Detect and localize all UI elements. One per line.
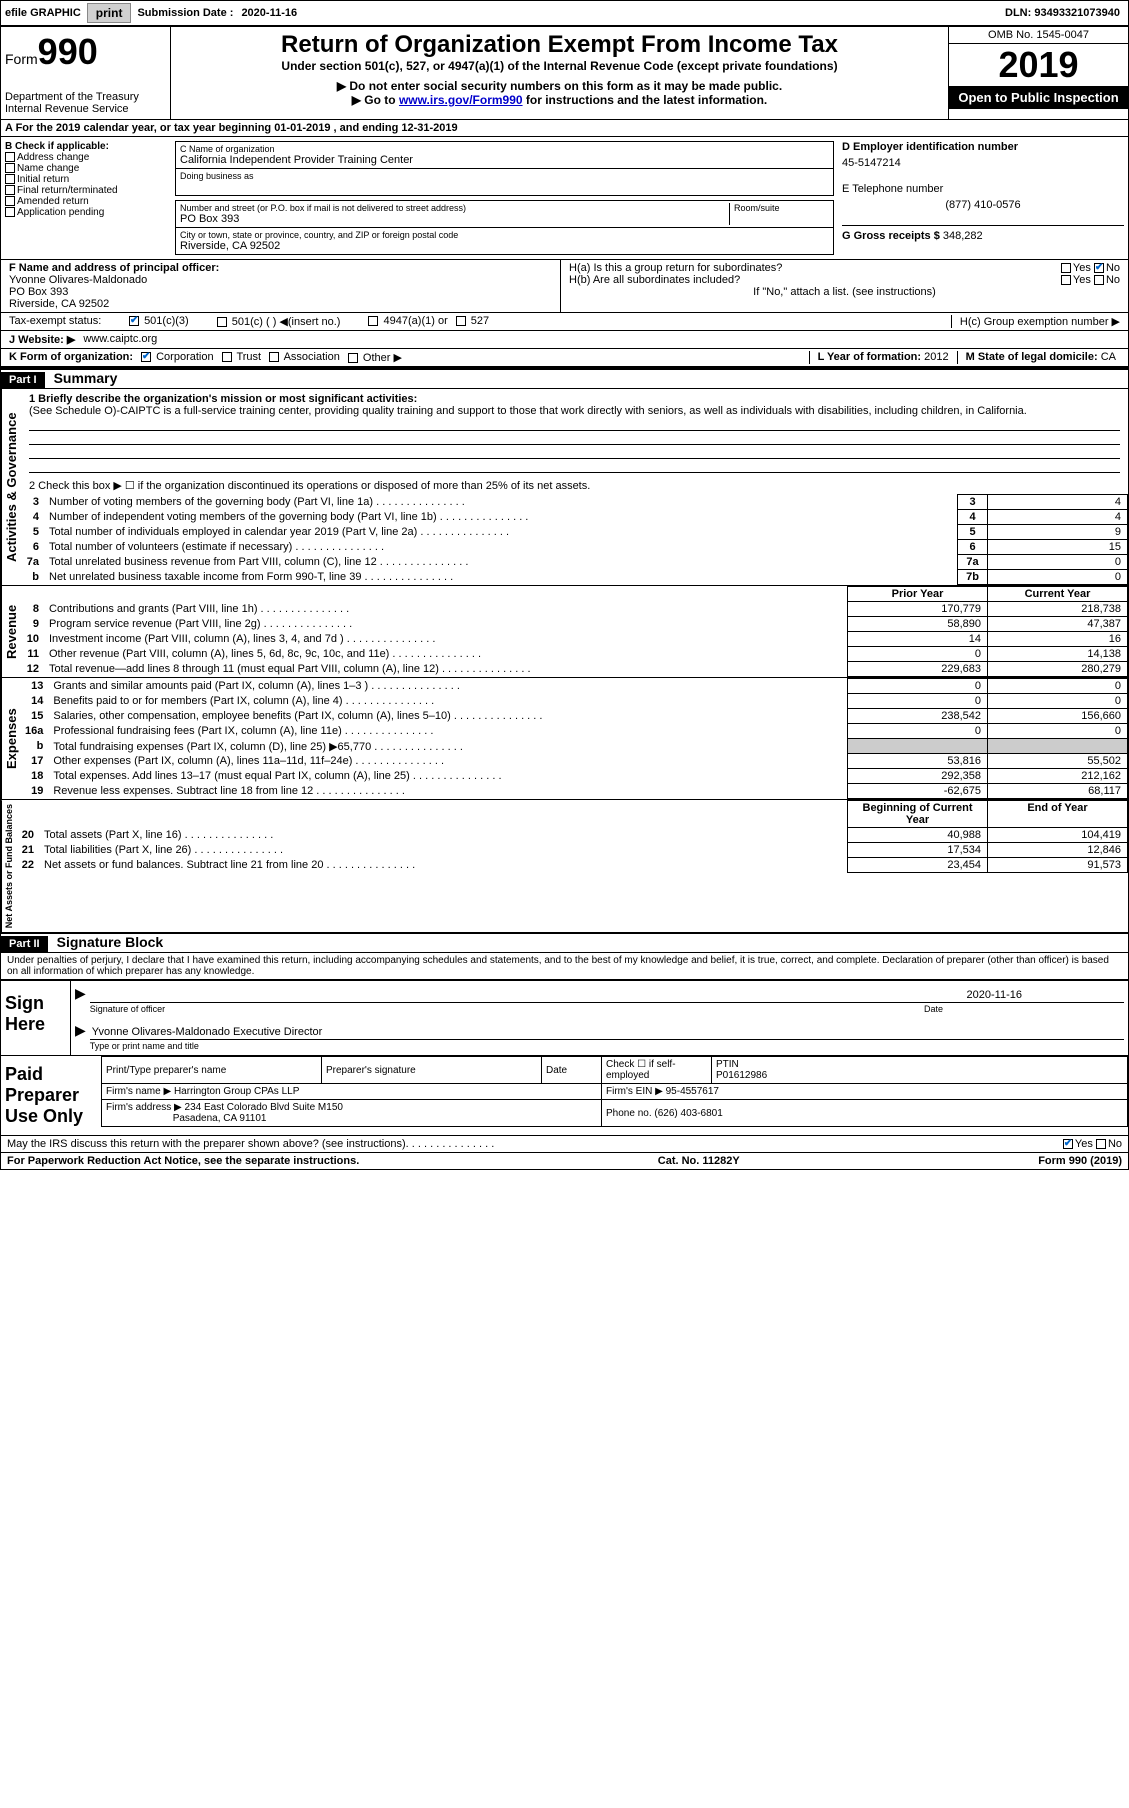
subtitle-3: ▶ Go to www.irs.gov/Form990 for instruct… [175,93,944,107]
officer-name: Yvonne Olivares-Maldonado Executive Dire… [90,1022,1124,1040]
part1-title: Summary [48,370,118,386]
governance-label: Activities & Governance [1,389,21,585]
footer-center: Cat. No. 11282Y [658,1155,740,1167]
expenses-table: 13Grants and similar amounts paid (Part … [21,678,1128,799]
footer-left: For Paperwork Reduction Act Notice, see … [7,1155,359,1167]
form-body: Form990 Department of the Treasury Inter… [0,26,1129,1170]
irs-label: Internal Revenue Service [5,103,166,115]
sign-here: Sign Here [1,981,71,1055]
dln-value: DLN: 93493321073940 [1005,7,1128,19]
expenses-label: Expenses [1,678,21,799]
org-name-label: C Name of organization [180,144,829,154]
revenue-table: Prior YearCurrent Year 8Contributions an… [21,586,1128,677]
discuss-label: May the IRS discuss this return with the… [7,1138,406,1150]
row-a-tax-year: A For the 2019 calendar year, or tax yea… [1,120,1128,137]
addr-label: Number and street (or P.O. box if mail i… [180,203,729,213]
form-title: Return of Organization Exempt From Incom… [175,31,944,59]
footer-right: Form 990 (2019) [1038,1155,1122,1167]
tax-exempt-label: Tax-exempt status: [5,315,125,328]
f-label: F Name and address of principal officer: [9,262,219,274]
governance-table: 3Number of voting members of the governi… [21,494,1128,585]
line2: 2 Check this box ▶ ☐ if the organization… [21,477,1128,494]
subtitle-1: Under section 501(c), 527, or 4947(a)(1)… [175,59,944,73]
f-name: Yvonne Olivares-Maldonado [9,274,552,286]
part2-header: Part II [1,936,48,952]
line1-text: (See Schedule O)-CAIPTC is a full-servic… [29,405,1120,417]
hb-label: H(b) Are all subordinates included? [569,274,740,286]
k-label: K Form of organization: [9,351,133,363]
gross-label: G Gross receipts $ [842,230,940,242]
omb-number: OMB No. 1545-0047 [949,27,1128,44]
dba-value [180,181,829,193]
col-b-checkboxes: B Check if applicable: Address change Na… [1,137,171,259]
revenue-label: Revenue [1,586,21,677]
ein-value: 45-5147214 [842,157,1124,169]
form-word: Form [5,51,38,67]
ha-label: H(a) Is this a group return for subordin… [569,262,782,274]
f-addr2: Riverside, CA 92502 [9,298,552,310]
paid-preparer: Paid Preparer Use Only [1,1056,101,1135]
org-name: California Independent Provider Training… [180,154,829,166]
phone-label: E Telephone number [842,183,1124,195]
ein-label: D Employer identification number [842,141,1018,153]
f-addr1: PO Box 393 [9,286,552,298]
submission-date: 2020-11-16 [237,7,301,19]
form990-link[interactable]: www.irs.gov/Form990 [399,93,523,107]
net-table: Beginning of Current YearEnd of Year 20T… [16,800,1128,873]
part2-title: Signature Block [51,934,164,950]
sig-declaration: Under penalties of perjury, I declare th… [1,953,1128,979]
tax-year: 2019 [949,44,1128,86]
website-value: www.caiptc.org [79,333,161,346]
website-label: J Website: ▶ [9,334,75,346]
line1-label: 1 Briefly describe the organization's mi… [29,393,417,405]
gross-value: 348,282 [943,230,983,242]
print-button[interactable]: print [87,3,132,23]
form-number: 990 [38,31,98,72]
hb-note: If "No," attach a list. (see instruction… [569,286,1120,298]
hc-label: H(c) Group exemption number ▶ [951,315,1124,328]
efile-label: efile GRAPHIC [1,7,85,19]
open-public: Open to Public Inspection [949,86,1128,109]
dba-label: Doing business as [180,171,829,181]
city-label: City or town, state or province, country… [180,230,829,240]
room-label: Room/suite [734,203,829,213]
phone-value: (877) 410-0576 [842,199,1124,211]
top-bar: efile GRAPHIC print Submission Date : 20… [0,0,1129,26]
form-header: Form990 Department of the Treasury Inter… [1,27,1128,120]
dept-treasury: Department of the Treasury [5,91,166,103]
submission-label: Submission Date : [133,7,237,19]
net-label: Net Assets or Fund Balances [1,800,16,932]
addr-value: PO Box 393 [180,213,729,225]
city-value: Riverside, CA 92502 [180,240,829,252]
subtitle-2: ▶ Do not enter social security numbers o… [175,79,944,93]
part1-header: Part I [1,372,45,388]
preparer-table: Print/Type preparer's name Preparer's si… [101,1056,1128,1127]
